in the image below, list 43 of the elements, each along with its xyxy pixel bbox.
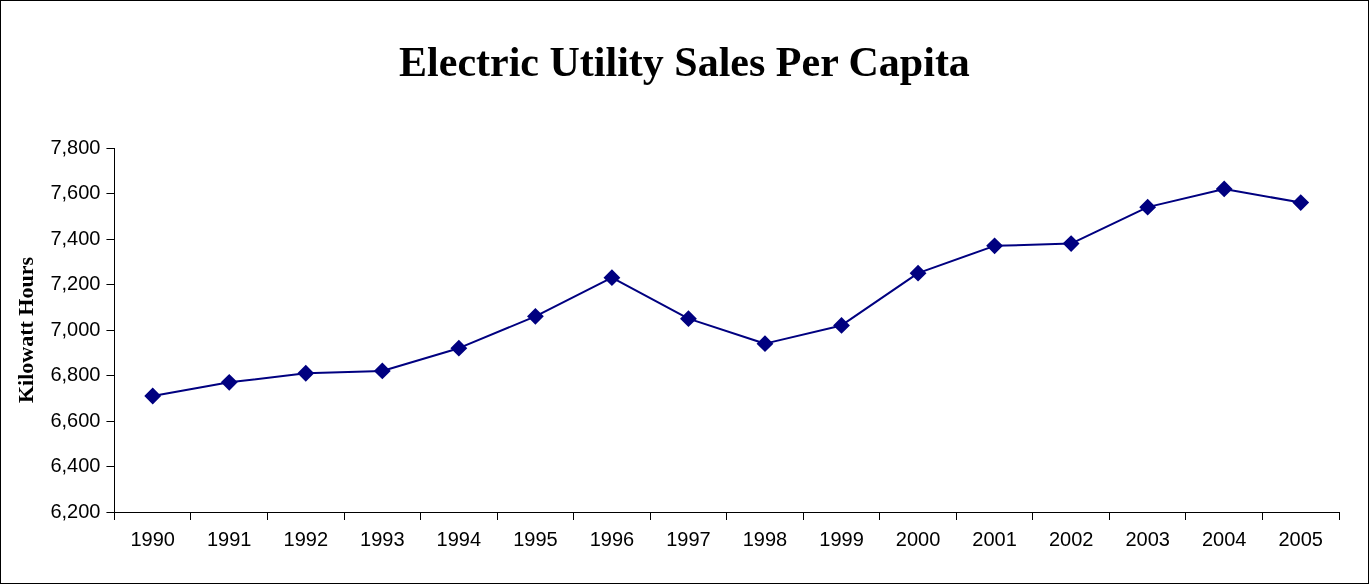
x-tick-label: 1996 xyxy=(589,527,635,550)
point xyxy=(603,269,620,286)
y-tick-label: 6,200 xyxy=(50,499,101,522)
y-tick-label: 7,800 xyxy=(50,135,101,158)
x-tick-label: 1991 xyxy=(207,527,252,550)
x-tick-label: 1995 xyxy=(513,527,558,550)
y-tick-label: 6,400 xyxy=(50,454,101,477)
point xyxy=(527,308,544,325)
point xyxy=(374,362,391,379)
point xyxy=(1063,235,1080,252)
x-tick-label: 1998 xyxy=(742,527,788,550)
y-tick-label: 6,800 xyxy=(50,363,101,386)
point xyxy=(833,317,850,334)
chart-title: Electric Utility Sales Per Capita xyxy=(398,38,971,86)
x-tick-label: 2003 xyxy=(1125,527,1170,550)
point xyxy=(221,374,238,391)
point xyxy=(450,340,467,357)
x-tick-label: 1994 xyxy=(436,527,482,550)
y-tick-label: 6,600 xyxy=(50,408,101,431)
point xyxy=(1292,194,1309,211)
y-tick-label: 7,600 xyxy=(50,181,101,204)
x-tick-label: 1997 xyxy=(666,527,711,550)
point xyxy=(756,335,773,352)
point xyxy=(986,237,1003,254)
y-tick-label: 7,000 xyxy=(50,317,101,340)
x-tick-label: 1999 xyxy=(819,527,864,550)
x-tick-label: 2000 xyxy=(895,527,941,550)
x-tick-label: 1990 xyxy=(130,527,175,550)
point xyxy=(1139,199,1156,216)
point xyxy=(680,310,697,327)
point xyxy=(1216,180,1233,197)
y-axis-title: Kilowatt Hours xyxy=(12,256,38,404)
x-tick-label: 2001 xyxy=(972,527,1017,550)
x-tick-label: 1993 xyxy=(360,527,405,550)
x-tick-label: 1992 xyxy=(283,527,329,550)
point xyxy=(297,365,314,382)
y-tick-label: 7,400 xyxy=(50,226,101,249)
point xyxy=(144,387,161,404)
x-tick-label: 2004 xyxy=(1201,527,1247,550)
x-tick-label: 2005 xyxy=(1278,527,1323,550)
point xyxy=(910,265,927,282)
y-tick-label: 7,200 xyxy=(50,272,101,295)
x-tick-label: 2002 xyxy=(1048,527,1094,550)
